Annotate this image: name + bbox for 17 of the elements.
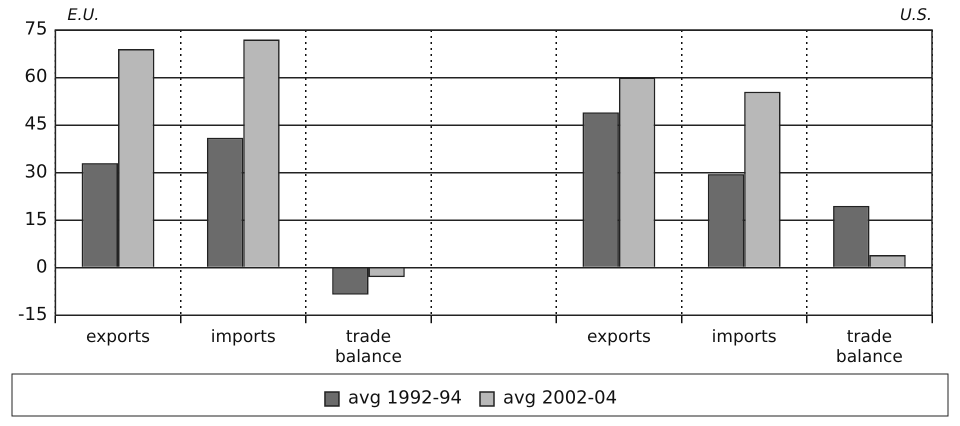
y-tick-label: 45 bbox=[24, 114, 48, 135]
x-tick-label: exports bbox=[586, 326, 652, 347]
x-tick-label: trade balance bbox=[335, 326, 402, 368]
y-tick-label: 75 bbox=[24, 18, 48, 40]
x-tick-label: trade balance bbox=[836, 326, 903, 368]
x-tick-label: imports bbox=[712, 326, 777, 347]
y-tick-label: 0 bbox=[36, 256, 48, 278]
legend-label: avg 1992-94 bbox=[348, 388, 462, 409]
y-tick-label: 60 bbox=[24, 66, 48, 88]
x-tick-label: imports bbox=[210, 326, 276, 347]
text: U.S. bbox=[900, 5, 932, 24]
y-tick-label: 30 bbox=[24, 161, 48, 182]
legend-label: avg 2002-04 bbox=[503, 388, 618, 409]
y-tick-label: -15 bbox=[18, 304, 48, 325]
y-tick-label: 15 bbox=[24, 208, 48, 230]
text: E.U. bbox=[67, 5, 100, 24]
x-tick-label: exports bbox=[86, 326, 150, 347]
